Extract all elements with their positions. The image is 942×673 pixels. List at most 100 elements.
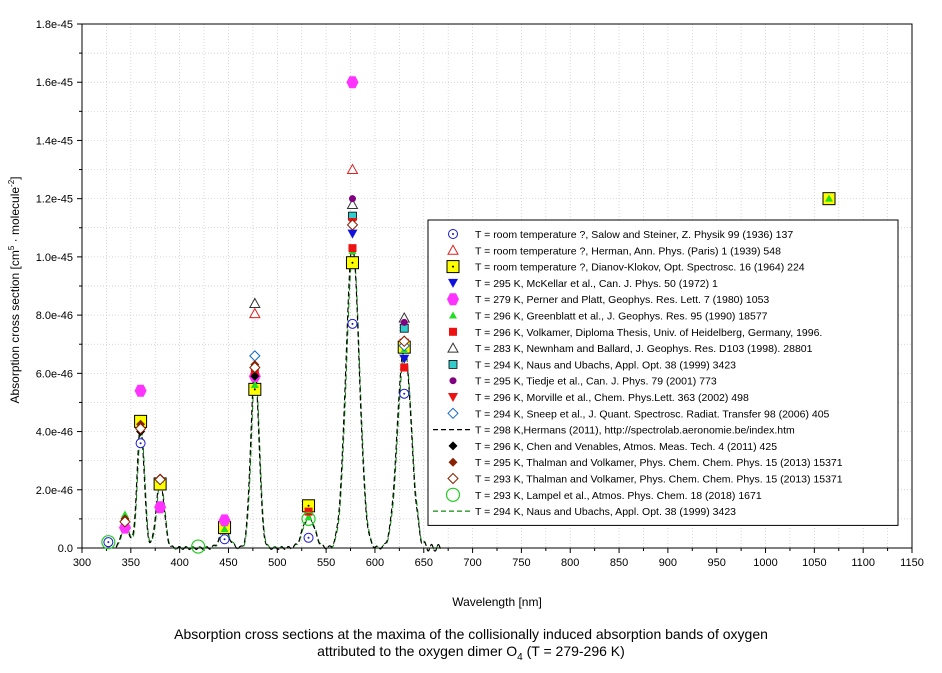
x-tick-label: 650 [415,557,433,569]
marker [120,510,129,518]
marker [448,278,458,288]
marker [119,516,131,528]
marker [400,318,408,326]
marker [446,260,460,274]
y-tick-label: 4.0e-46 [36,427,73,439]
legend-label: T = 294 K, Naus and Ubachs, Appl. Opt. 3… [475,506,736,518]
legend-label: T = 298 K,Hermans (2011), http://spectro… [475,425,795,437]
marker [449,377,457,385]
marker [447,407,459,420]
legend-label: T = 294 K, Naus and Ubachs, Appl. Opt. 3… [475,359,736,371]
legend-label: T = 295 K, Thalman and Volkamer, Phys. C… [475,457,843,469]
caption-line-1: Absorption cross sections at the maxima … [174,626,768,642]
marker [248,297,261,308]
y-tick-label: 0.0 [58,543,73,555]
marker [449,311,457,319]
marker [399,388,410,399]
marker [447,342,459,353]
legend-box [427,219,899,526]
legend-label: T = 296 K, Chen and Venables, Atmos. Mea… [475,441,777,453]
legend-label: T = 295 K, McKellar et al., Can. J. Phys… [475,278,718,290]
marker [346,76,359,89]
legend-label: T = 296 K, Volkamer, Diploma Thesis, Uni… [475,327,822,339]
chart-svg: 300 350 400 450 500 550 600 650 700 750 800 850 900 9… [7,19,924,609]
marker [303,532,314,543]
marker [220,525,229,533]
x-tick-label: 900 [659,557,677,569]
x-tick-label: 1100 [851,557,875,569]
marker [825,194,833,202]
y-tick-label: 1.8e-45 [36,19,73,31]
legend-label: T = room temperature ?, Salow and Steine… [475,229,793,241]
marker [400,363,409,372]
marker [134,422,147,435]
y-tick-label: 8.0e-46 [36,310,73,322]
curve-hermans [115,245,441,552]
y-tick-label: 6.0e-46 [36,368,73,380]
marker [445,487,461,502]
x-tick-label: 800 [561,557,579,569]
x-tick-label: 400 [170,557,188,569]
marker [448,229,458,239]
legend-label: T = room temperature ?, Herman, Ann. Phy… [475,245,781,257]
marker [347,229,358,239]
x-axis-label: Wavelength [nm] [452,595,542,609]
figure-caption: Absorption cross sections at the maxima … [0,626,942,666]
x-tick-label: 600 [366,557,384,569]
marker [448,457,458,467]
marker [346,219,359,231]
marker [218,514,231,527]
y-tick-label: 2.0e-46 [36,485,73,497]
marker [304,507,313,516]
legend-label: T = 283 K, Newnham and Ballard, J. Geoph… [475,343,813,355]
axes: 300 350 400 450 500 550 600 650 700 750 800 850 900 9… [36,19,924,569]
x-tick-label: 700 [463,557,481,569]
y-tick-label: 1.2e-45 [36,194,73,206]
marker [250,380,259,388]
x-tick-label: 1150 [900,557,924,569]
marker [154,473,166,486]
marker [219,534,230,545]
marker [250,371,260,381]
x-tick-label: 850 [610,557,628,569]
marker [348,244,357,253]
legend-label: T = room temperature ?, Dianov-Klokov, O… [475,262,805,274]
marker [248,307,261,319]
legend-label: T = 279 K, Perner and Platt, Geophys. Re… [475,294,769,306]
marker [345,256,359,270]
marker [346,163,359,175]
marker [447,293,459,306]
marker [191,539,206,554]
marker [118,521,131,534]
x-tick-label: 500 [268,557,286,569]
marker [249,361,261,374]
x-tick-label: 1050 [802,557,826,569]
marker [134,384,147,397]
spectrum-curves [115,245,441,552]
x-tick-label: 300 [73,557,91,569]
marker [249,350,261,362]
caption-line-2: attributed to the oxygen dimer O4 (T = 2… [317,643,625,663]
x-tick-label: 450 [219,557,237,569]
x-tick-label: 550 [317,557,335,569]
marker [449,327,457,336]
marker [447,244,459,255]
marker [448,441,458,451]
x-tick-label: 350 [122,557,140,569]
y-axis-label: Absorption cross section [cm5 · molecule… [7,176,22,403]
marker [154,501,167,514]
y-tick-label: 1.0e-45 [36,252,73,264]
marker [101,535,116,550]
marker [103,537,114,548]
marker [347,318,358,329]
x-tick-label: 1000 [753,557,777,569]
legend: T = room temperature ?, Salow and Steine… [427,219,899,526]
marker [448,359,458,369]
marker [301,511,316,526]
legend-label: T = 293 K, Lampel et al., Atmos. Phys. C… [475,490,762,502]
legend-label: T = 295 K, Tiedje et al., Can. J. Phys. … [475,376,717,388]
marker [398,335,410,348]
legend-label: T = 293 K, Thalman and Volkamer, Phys. C… [475,474,843,486]
x-tick-label: 750 [512,557,530,569]
marker [135,438,146,449]
